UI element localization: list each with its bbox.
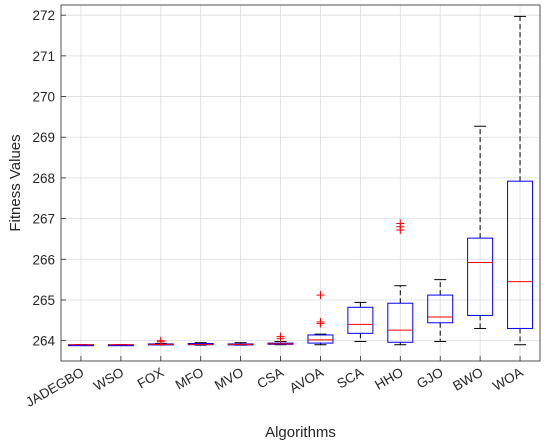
x-tick-label: MVO: [212, 365, 246, 393]
x-tick-label: WOA: [490, 365, 525, 394]
box-mvo: [227, 342, 254, 346]
box-avoa: [307, 291, 334, 346]
y-tick-label: 264: [32, 334, 55, 349]
x-tick-label: GJO: [414, 365, 446, 392]
box-iqr: [387, 302, 414, 343]
x-axis-title: Algorithms: [265, 424, 336, 441]
outlier-marker: [396, 219, 405, 228]
outlier-marker: [276, 332, 285, 341]
y-tick-label: 267: [32, 212, 55, 227]
y-axis-title: Fitness Values: [7, 134, 24, 231]
box-series: [67, 15, 534, 347]
y-tick-label: 270: [32, 90, 55, 105]
x-tick-label: CSA: [254, 365, 286, 392]
plot-frame: [60, 4, 541, 362]
box-bwo: [467, 125, 494, 329]
box-mfo: [187, 342, 214, 346]
box-sca: [347, 301, 374, 342]
x-tick-label: HHO: [372, 365, 405, 393]
outlier-marker: [316, 317, 325, 326]
box-gjo: [427, 279, 454, 342]
outlier-marker: [316, 291, 325, 300]
x-tick-label: SCA: [334, 365, 366, 392]
box-iqr: [347, 306, 374, 334]
y-tick-label: 268: [32, 171, 55, 186]
x-tick-label: FOX: [135, 365, 167, 392]
x-tick-label: WSO: [91, 365, 126, 394]
axes: 264 265 266 267 268 269 270 271 272 JADEGBO WSO FOX…: [23, 8, 525, 410]
x-tick-label: BWO: [450, 365, 485, 394]
box-csa: [267, 332, 294, 346]
y-tick-label: 271: [32, 49, 55, 64]
y-tick-label: 266: [32, 252, 55, 267]
box-hho: [387, 219, 414, 346]
box-iqr: [507, 180, 534, 329]
y-tick-label: 272: [32, 8, 55, 23]
box-jadegbo: [67, 344, 94, 347]
x-tick-label: MFO: [173, 365, 206, 393]
box-iqr: [427, 294, 454, 324]
x-tick-label: AVOA: [287, 365, 326, 396]
grid-lines: [61, 5, 540, 361]
x-tick-label: JADEGBO: [23, 365, 86, 410]
box-fox: [147, 336, 174, 346]
outlier-marker: [156, 336, 165, 345]
y-tick-label: 269: [32, 130, 55, 145]
y-tick-label: 265: [32, 293, 55, 308]
box-iqr: [307, 334, 334, 344]
box-woa: [507, 15, 534, 346]
box-wso: [107, 344, 134, 347]
box-iqr: [467, 237, 494, 316]
